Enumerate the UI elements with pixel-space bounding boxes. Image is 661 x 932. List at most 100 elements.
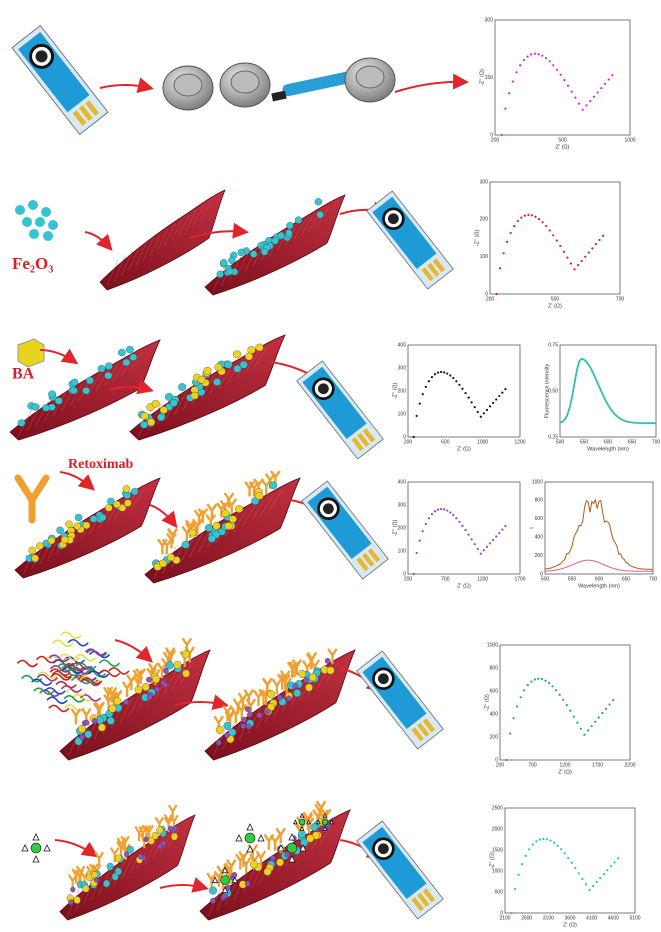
curve-dot: [544, 680, 546, 682]
particle: [216, 740, 221, 746]
curve-dot: [486, 546, 488, 548]
curve-dot: [564, 852, 566, 854]
particle: [123, 485, 130, 492]
curve-dot: [508, 92, 510, 94]
arrow: [40, 350, 75, 362]
particle: [248, 346, 256, 353]
analyte: [221, 876, 230, 885]
curve-dot: [552, 234, 554, 236]
curve-dot: [582, 109, 584, 111]
x-axis-label: Z' (Ω): [556, 144, 570, 150]
curve-dot: [495, 398, 497, 400]
curve-dot: [527, 684, 529, 686]
particle: [107, 717, 115, 725]
curve-dot: [461, 388, 463, 390]
particle: [209, 887, 217, 895]
curve-dot: [446, 509, 448, 511]
particle: [148, 837, 155, 844]
curve-dot: [599, 877, 601, 879]
pen: [282, 71, 353, 97]
particle: [32, 403, 40, 410]
curve-dot: [495, 293, 497, 295]
particle: [71, 379, 79, 386]
curve-dot: [419, 402, 421, 404]
curve-dot: [512, 80, 514, 82]
particle: [225, 361, 233, 368]
x-axis-label: Z' (Ω): [558, 769, 572, 775]
curve-dot: [591, 247, 593, 249]
particle: [265, 709, 270, 715]
curve-dot: [537, 678, 539, 680]
curve-dot: [583, 734, 585, 736]
x-axis-label: Z' (Ω): [457, 446, 471, 452]
particle: [18, 420, 25, 427]
particle: [269, 482, 277, 489]
particle: [222, 893, 227, 899]
y-tick-label: 300: [480, 179, 489, 185]
particle: [270, 855, 275, 861]
particle: [55, 397, 63, 404]
y-tick-label: 100: [398, 411, 407, 417]
curve-dot: [556, 69, 558, 71]
particle: [105, 372, 113, 379]
arrow: [150, 505, 175, 525]
plot-frame: [500, 645, 630, 760]
curve-dot: [480, 553, 482, 555]
particle: [70, 887, 75, 892]
curve-dot: [538, 218, 540, 220]
curve-dot: [464, 529, 466, 531]
curve-dot: [610, 865, 612, 867]
curve-dot: [437, 509, 439, 511]
particle: [167, 554, 175, 561]
curve-dot: [534, 53, 536, 55]
curve-dot: [483, 549, 485, 551]
particle: [174, 661, 182, 669]
curve-dot: [541, 55, 543, 57]
particle: [48, 537, 55, 544]
y-tick-label: 500: [495, 889, 504, 895]
y-tick-label: 0: [485, 291, 488, 297]
particle: [293, 683, 298, 689]
curve-dot: [440, 508, 442, 510]
particle: [105, 504, 112, 511]
curve-dot: [549, 60, 551, 62]
curve-dot: [510, 232, 512, 234]
fe-particle: [22, 217, 32, 227]
analyte-arm: [236, 835, 242, 841]
y-tick-label: 400: [535, 535, 544, 541]
curve-dot: [525, 855, 527, 857]
particle: [29, 547, 36, 554]
curve-dot: [566, 704, 568, 706]
curve-dot: [530, 53, 532, 55]
curve-dot: [458, 521, 460, 523]
curve-dot: [534, 216, 536, 218]
particle: [82, 387, 90, 394]
antibody: [265, 835, 274, 850]
particle: [118, 349, 126, 356]
curve-dot: [520, 217, 522, 219]
y-tick-label: 1000: [487, 642, 498, 648]
curve-dot: [523, 689, 525, 691]
particle: [65, 521, 72, 528]
particle: [317, 211, 324, 218]
particle: [210, 898, 215, 904]
curve-dot: [576, 722, 578, 724]
particle: [293, 689, 301, 697]
curve-dot: [471, 401, 473, 403]
curve-dot: [452, 377, 454, 379]
curve-dot: [537, 53, 539, 55]
x-tick-label: 700: [616, 296, 625, 302]
curve-dot: [501, 529, 503, 531]
plot-frame: [408, 345, 520, 437]
particle: [228, 257, 235, 264]
curve-dot: [535, 840, 537, 842]
curve-dot: [455, 517, 457, 519]
curve-dot: [425, 386, 427, 388]
particle: [224, 722, 232, 730]
y-tick-label: 400: [490, 711, 499, 717]
antibody: [254, 691, 263, 706]
curve-dot: [549, 839, 551, 841]
particle: [233, 351, 241, 358]
particle: [162, 682, 167, 688]
x-tick-label: 1200: [514, 439, 525, 445]
